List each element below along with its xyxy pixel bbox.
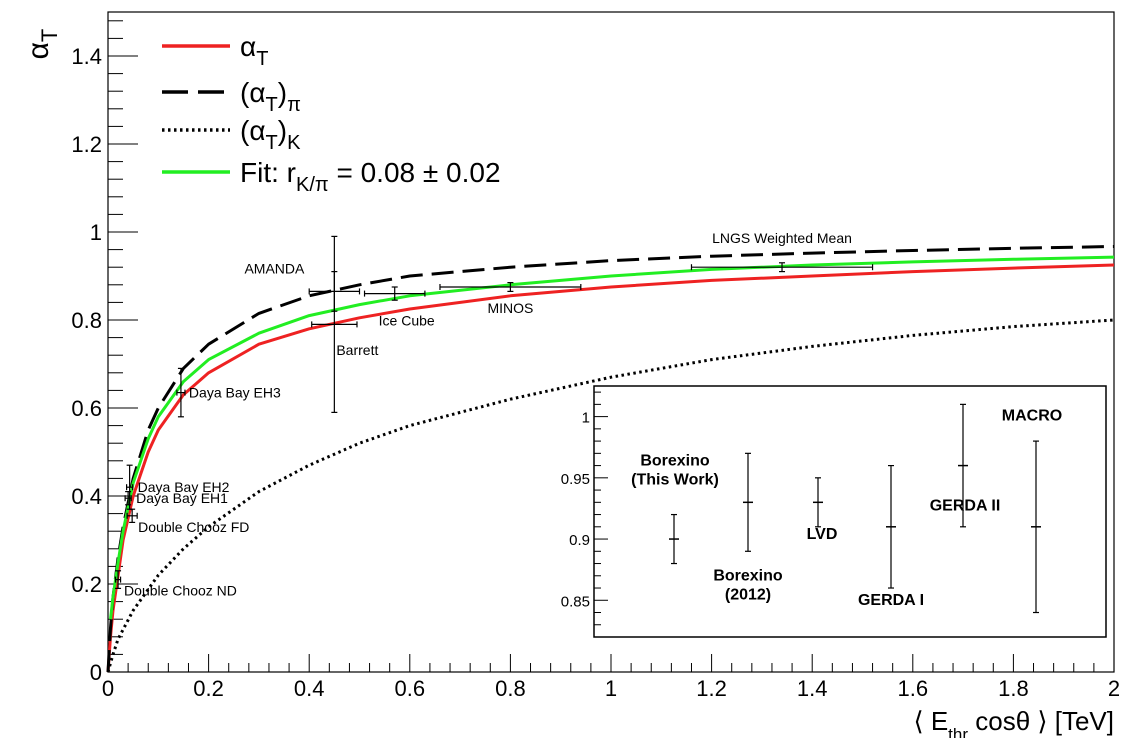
measurement-point: Daya Bay EH2 [126,464,230,510]
x-tick-label: 1.8 [998,676,1029,701]
inset-point: Borexino (2012) [713,452,783,604]
inset-y-tick-label: 0.9 [569,532,590,549]
series-line-0 [106,263,1115,673]
point-label: Double Chooz ND [124,583,237,599]
x-tick-label: 0.2 [193,676,224,701]
x-tick-label: 1.2 [696,676,727,701]
x-tick-label: 1 [605,676,617,701]
y-tick-label: 0.8 [71,308,102,333]
legend-label: Fit: rK/π = 0.08 ± 0.02 [240,157,501,196]
point-label: LNGS Weighted Mean [712,230,852,246]
point-label: Daya Bay EH2 [138,479,230,495]
legend-entry: αT [162,31,268,70]
x-axis-label: ⟨ Ethr cosθ ⟩ [TeV] [913,706,1114,738]
y-tick-label: 1 [90,220,102,245]
series-line-3 [109,255,1115,620]
inset-point-label: (2012) [725,587,771,604]
inset-y-tick-label: 0.85 [561,593,590,610]
legend-entry: (αT)π [162,77,301,116]
legend-label: (αT)K [240,115,301,154]
point-label: Daya Bay EH1 [136,490,228,506]
inset-point: Borexino (This Work) [631,453,719,565]
x-tick-label: 0.6 [395,676,426,701]
y-tick-label: 0.4 [71,484,102,509]
point-label: AMANDA [244,260,305,276]
curves [106,245,1115,673]
measurement-point: AMANDA [244,260,361,312]
inset-point: MACRO [1002,407,1062,614]
legend-entry: (αT)K [162,115,301,154]
inset-point-label: GERDA II [930,497,1001,514]
point-label: Double Chooz FD [138,519,249,535]
axes: 0 0.2 0.4 0.6 0.8 1 1.2 1.4 1.6 1.8 2 0 0.2 0.4 0.6 0.8… [71,20,1120,701]
legend-label: (αT)π [240,77,301,116]
inset-point-label: MACRO [1002,407,1062,424]
y-axis-label: αT [22,29,62,60]
x-tick-label: 1.6 [898,676,929,701]
inset-y-tick-label: 1 [582,410,590,427]
measurement-point: LNGS Weighted Mean [690,230,874,273]
measurement-point: Barrett [311,235,378,413]
x-tick-label: 0 [102,676,114,701]
y-tick-label: 1.2 [71,132,102,157]
inset-point-label: Borexino [713,568,783,585]
point-label: MINOS [487,300,533,316]
inset-frame [593,385,1107,638]
y-tick-label: 0 [90,660,102,685]
point-label: Daya Bay EH3 [189,385,281,401]
point-label: Ice Cube [379,313,435,329]
inset-point-label: (This Work) [631,472,719,489]
legend-label: αT [240,31,268,70]
measurement-point: MINOS [439,282,582,316]
measurement-point: Double Chooz ND [114,570,237,599]
inset-point: GERDA I [858,464,924,609]
y-tick-label: 1.4 [71,44,102,69]
measurement-point: Ice Cube [363,286,435,329]
y-tick-label: 0.6 [71,396,102,421]
point-label: Barrett [336,342,378,358]
measurements: Double Chooz ND Double Chooz FD Daya Bay E… [114,230,874,599]
legend-entry: Fit: rK/π = 0.08 ± 0.02 [162,157,501,196]
x-tick-label: 1.4 [797,676,828,701]
y-tick-label: 0.2 [71,572,102,597]
inset-y-tick-label: 0.95 [561,471,590,488]
inset-chart: 0.85 0.9 0.95 1 Borexino (This Work) Borexino (… [561,385,1107,638]
measurement-point: Daya Bay EH3 [176,367,281,418]
x-tick-label: 0.8 [495,676,526,701]
x-tick-label: 2 [1108,676,1120,701]
inset-point: GERDA II [930,403,1001,528]
inset-point-label: GERDA I [858,592,924,609]
series-line-2 [106,318,1115,673]
inset-point-label: Borexino [640,453,710,470]
x-tick-label: 0.4 [294,676,325,701]
measurement-point: Double Chooz FD [126,508,249,535]
inset-point: LVD [807,477,838,543]
inset-point-label: LVD [807,526,838,543]
